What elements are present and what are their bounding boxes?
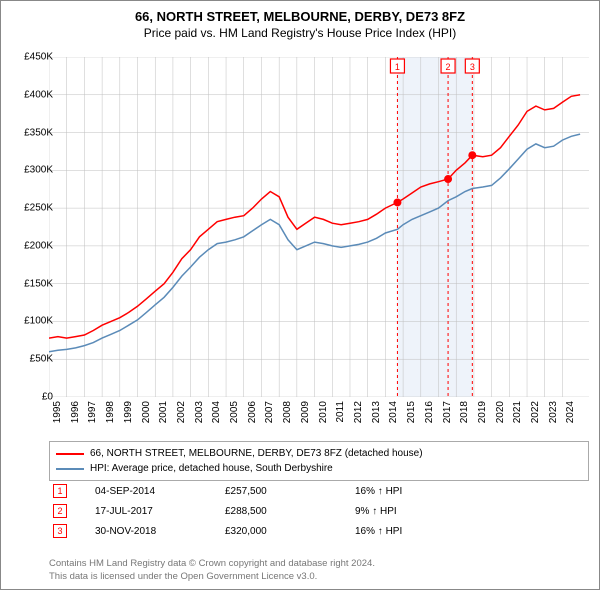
x-axis-tick: 2007 [264,401,275,423]
legend-swatch [56,468,84,470]
x-axis-tick: 2004 [211,401,222,423]
sale-date: 04-SEP-2014 [95,486,225,497]
x-axis-tick: 1997 [87,401,98,423]
y-axis-tick: £50K [30,354,53,365]
sale-price: £288,500 [225,506,355,517]
x-axis-tick: 2016 [424,401,435,423]
x-axis-tick: 2003 [194,401,205,423]
y-axis-tick: £350K [24,127,53,138]
x-axis-tick: 2008 [282,401,293,423]
y-axis-tick: £400K [24,89,53,100]
x-axis-tick: 2012 [353,401,364,423]
sale-date: 17-JUL-2017 [95,506,225,517]
legend-item: HPI: Average price, detached house, Sout… [56,461,582,476]
y-axis-tick: £100K [24,316,53,327]
legend-item: 66, NORTH STREET, MELBOURNE, DERBY, DE73… [56,446,582,461]
x-axis-tick: 2020 [495,401,506,423]
x-axis-tick: 2018 [459,401,470,423]
footer-line1: Contains HM Land Registry data © Crown c… [49,558,589,570]
sale-hpi-delta: 16% ↑ HPI [355,526,455,537]
x-axis-tick: 2017 [442,401,453,423]
chart-container: 66, NORTH STREET, MELBOURNE, DERBY, DE73… [0,0,600,590]
sale-row: 1 04-SEP-2014£257,50016% ↑ HPI [49,481,589,501]
x-axis-tick: 2001 [158,401,169,423]
sale-marker-icon: 2 [53,504,67,518]
sale-marker-icon: 3 [53,524,67,538]
y-axis-tick: £150K [24,278,53,289]
x-axis-tick: 1995 [52,401,63,423]
legend-swatch [56,453,84,455]
y-axis-tick: £300K [24,165,53,176]
x-axis-tick: 2013 [371,401,382,423]
svg-text:1: 1 [395,62,400,72]
sale-row: 2 17-JUL-2017£288,5009% ↑ HPI [49,501,589,521]
x-axis-tick: 2023 [548,401,559,423]
y-axis-tick: £250K [24,203,53,214]
chart-svg: 1 2 3 [49,57,589,397]
x-axis-tick: 1998 [105,401,116,423]
footer-line2: This data is licensed under the Open Gov… [49,571,589,583]
x-axis-tick: 2006 [247,401,258,423]
sale-date: 30-NOV-2018 [95,526,225,537]
svg-text:2: 2 [446,62,451,72]
x-axis-tick: 2009 [300,401,311,423]
footer-attribution: Contains HM Land Registry data © Crown c… [49,558,589,583]
x-axis-tick: 2011 [335,401,346,423]
chart-title-sub: Price paid vs. HM Land Registry's House … [1,24,599,46]
sale-price: £320,000 [225,526,355,537]
x-axis-tick: 1999 [123,401,134,423]
x-axis-tick: 2022 [530,401,541,423]
chart-plot-area: 1 2 3 [49,57,589,397]
x-axis-tick: 2002 [176,401,187,423]
sale-hpi-delta: 9% ↑ HPI [355,506,455,517]
chart-title-address: 66, NORTH STREET, MELBOURNE, DERBY, DE73… [1,1,599,24]
legend-label: 66, NORTH STREET, MELBOURNE, DERBY, DE73… [90,446,423,461]
sale-hpi-delta: 16% ↑ HPI [355,486,455,497]
svg-text:3: 3 [470,62,475,72]
chart-legend: 66, NORTH STREET, MELBOURNE, DERBY, DE73… [49,441,589,481]
y-axis-tick: £450K [24,52,53,63]
x-axis-tick: 1996 [70,401,81,423]
x-axis-tick: 2014 [388,401,399,423]
x-axis-tick: 2015 [406,401,417,423]
sale-price: £257,500 [225,486,355,497]
sale-marker-icon: 1 [53,484,67,498]
x-axis-tick: 2024 [565,401,576,423]
legend-label: HPI: Average price, detached house, Sout… [90,461,333,476]
x-axis-tick: 2000 [141,401,152,423]
x-axis-tick: 2010 [318,401,329,423]
sales-table: 104-SEP-2014£257,50016% ↑ HPI217-JUL-201… [49,481,589,541]
x-axis-tick: 2005 [229,401,240,423]
sale-row: 3 30-NOV-2018£320,00016% ↑ HPI [49,521,589,541]
x-axis-tick: 2021 [512,401,523,423]
x-axis-tick: 2019 [477,401,488,423]
y-axis-tick: £200K [24,240,53,251]
